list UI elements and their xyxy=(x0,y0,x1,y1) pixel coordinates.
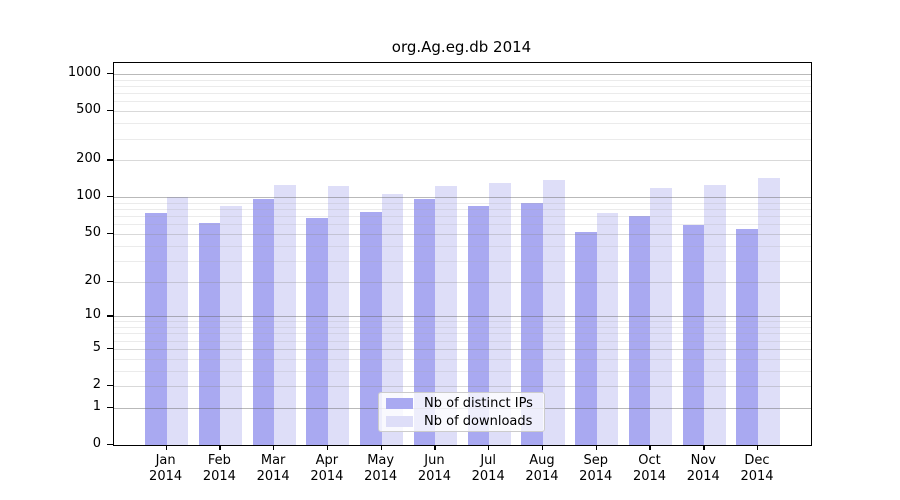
bar-nb-of-downloads-jan xyxy=(166,197,189,445)
bar-nb-of-downloads-aug xyxy=(542,180,565,445)
y-tick-label: 200 xyxy=(76,151,101,167)
y-tick-mark xyxy=(107,73,113,75)
bar-nb-of-distinct-ips-jan xyxy=(145,213,167,445)
bar-nb-of-distinct-ips-mar xyxy=(252,198,275,445)
bar-nb-of-distinct-ips-sep xyxy=(575,231,597,445)
y-tick-mark xyxy=(107,385,113,387)
y-tick-mark xyxy=(107,110,113,112)
x-tick-mark xyxy=(488,444,490,450)
y-tick-mark xyxy=(107,347,113,350)
bar-nb-of-downloads-mar xyxy=(274,184,296,445)
x-tick-label: Nov 2014 xyxy=(686,453,720,484)
bar-nb-of-distinct-ips-oct xyxy=(628,216,651,445)
x-tick-label: Dec 2014 xyxy=(740,453,774,484)
x-tick-mark xyxy=(595,444,598,450)
legend-item-distinct-ips: Nb of distinct IPs xyxy=(386,396,537,411)
x-tick-label: Jan 2014 xyxy=(149,453,183,484)
downloads-swatch xyxy=(386,415,413,427)
x-tick-mark xyxy=(165,444,167,450)
x-tick-mark xyxy=(273,444,275,450)
bar-nb-of-downloads-sep xyxy=(596,213,619,445)
x-tick-label: May 2014 xyxy=(364,453,398,484)
chart-title: org.Ag.eg.db 2014 xyxy=(391,38,532,56)
x-tick-label: Feb 2014 xyxy=(202,453,236,484)
x-tick-mark xyxy=(703,444,705,450)
bar-nb-of-distinct-ips-feb xyxy=(198,223,221,445)
y-tick-mark xyxy=(107,315,113,317)
legend-item-downloads: Nb of downloads xyxy=(386,414,537,429)
y-tick-label: 1000 xyxy=(67,65,101,80)
legend: Nb of distinct IPs Nb of downloads xyxy=(378,392,545,432)
bars-layer xyxy=(114,63,811,445)
x-tick-mark xyxy=(380,444,382,450)
bar-nb-of-downloads-jun xyxy=(435,186,458,445)
x-tick-mark xyxy=(757,444,759,450)
y-tick-label: 5 xyxy=(92,339,101,355)
x-tick-label: Mar 2014 xyxy=(256,453,290,484)
x-tick-mark xyxy=(434,444,436,450)
bar-nb-of-downloads-dec xyxy=(758,178,780,445)
distinct-ips-swatch xyxy=(386,397,413,409)
x-tick-label: Jul 2014 xyxy=(471,453,505,484)
bar-nb-of-distinct-ips-nov xyxy=(682,225,705,445)
y-tick-label: 50 xyxy=(84,224,101,240)
y-tick-label: 100 xyxy=(76,188,101,204)
y-tick-label: 500 xyxy=(76,102,101,118)
x-tick-mark xyxy=(326,444,329,450)
y-tick-label: 1 xyxy=(92,398,101,414)
y-tick-label: 10 xyxy=(84,307,101,323)
x-tick-label: Aug 2014 xyxy=(525,453,559,484)
y-tick-mark xyxy=(107,444,113,446)
bar-nb-of-distinct-ips-aug xyxy=(521,202,543,445)
bar-nb-of-downloads-apr xyxy=(327,186,350,445)
x-tick-mark xyxy=(649,444,651,450)
y-tick-label: 2 xyxy=(92,377,101,392)
bar-nb-of-distinct-ips-jul xyxy=(467,206,490,445)
y-tick-mark xyxy=(107,232,113,235)
x-tick-label: Jun 2014 xyxy=(417,453,451,484)
y-tick-label: 0 xyxy=(92,436,101,451)
bar-nb-of-downloads-feb xyxy=(220,206,242,445)
x-tick-mark xyxy=(541,444,544,450)
x-tick-mark xyxy=(219,444,221,450)
y-tick-label: 20 xyxy=(84,272,101,288)
bar-nb-of-downloads-oct xyxy=(650,188,673,445)
bar-nb-of-distinct-ips-dec xyxy=(736,228,758,445)
x-tick-label: Apr 2014 xyxy=(310,453,344,484)
x-tick-label: Sep 2014 xyxy=(579,453,613,484)
bar-nb-of-distinct-ips-may xyxy=(360,211,382,445)
x-tick-label: Oct 2014 xyxy=(632,453,667,484)
bar-nb-of-distinct-ips-jun xyxy=(413,199,436,445)
plot-area xyxy=(113,62,812,446)
bar-nb-of-distinct-ips-apr xyxy=(306,218,328,445)
bar-nb-of-downloads-jul xyxy=(489,183,511,445)
y-tick-mark xyxy=(107,280,113,282)
y-tick-mark xyxy=(107,406,113,409)
y-tick-mark xyxy=(107,159,113,161)
y-tick-mark xyxy=(107,196,113,198)
bar-nb-of-downloads-nov xyxy=(704,184,726,445)
legend-label: Nb of downloads xyxy=(424,413,533,429)
bar-nb-of-downloads-may xyxy=(381,193,404,445)
legend-label: Nb of distinct IPs xyxy=(424,395,533,411)
